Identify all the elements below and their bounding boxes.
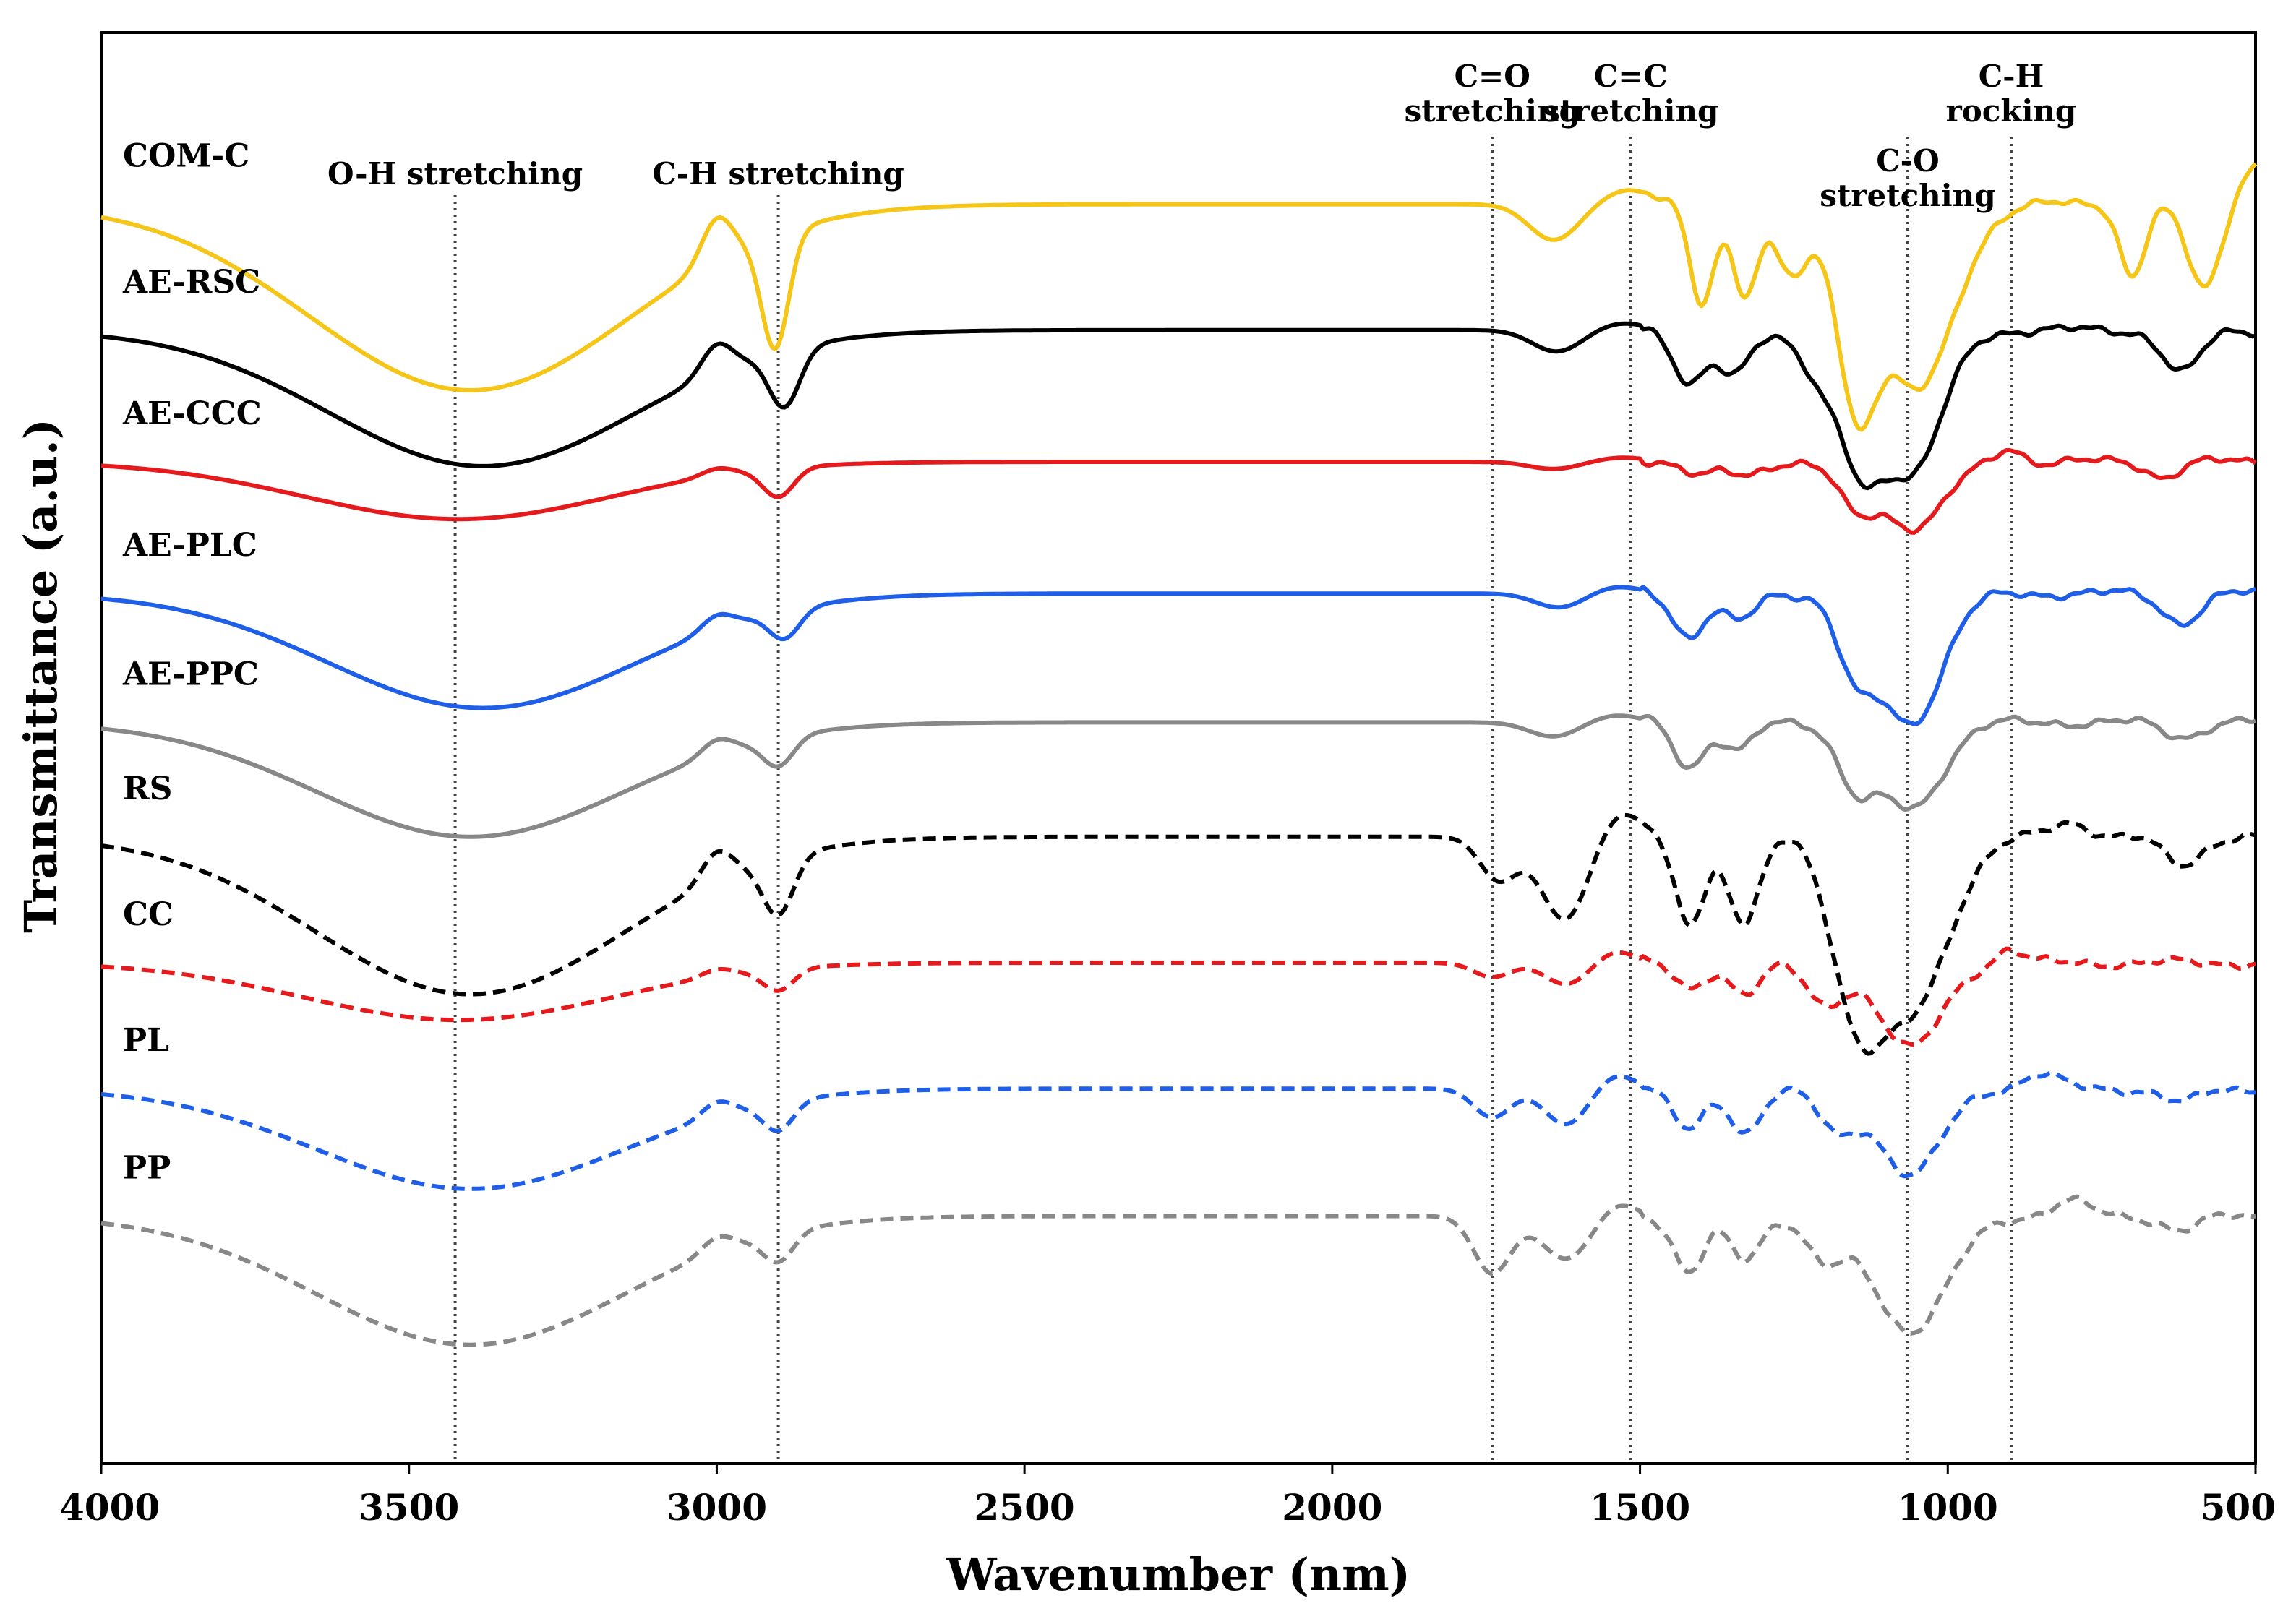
- series-lines: [100, 162, 2258, 1347]
- x-tick-label-500: 500: [2201, 1486, 2276, 1529]
- series-label-ae-rsc: AE-RSC: [122, 264, 260, 301]
- y-axis-title: Transmittance (a.u.): [14, 418, 67, 933]
- x-tick-label-1000: 1000: [1898, 1486, 1998, 1529]
- series-labels: COM-C AE-RSC AE-CCC AE-PLC AE-PPC RS CC PL PP: [122, 138, 262, 1187]
- annotation-label-4-0: C-O: [1876, 143, 1939, 179]
- x-tick-label-2000: 2000: [1282, 1486, 1382, 1529]
- series-label-rs: RS: [123, 770, 172, 807]
- annotation-labels: O-H stretching C-H stretchingC=Ostretchin…: [327, 59, 2076, 213]
- annotation-label-5-0: C-H: [1979, 59, 2044, 94]
- series-line-ae-ppc: [100, 713, 2256, 839]
- annotation-label-0-0: O-H stretching: [327, 156, 583, 192]
- annotation-label-2-1: stretching: [1405, 93, 1580, 129]
- series-line-rs: [100, 812, 2256, 1056]
- series-line-ae-plc: [100, 585, 2256, 726]
- annotation-label-2-0: C=O: [1455, 59, 1530, 94]
- series-label-ae-ccc: AE-CCC: [122, 395, 262, 432]
- annotation-label-4-1: stretching: [1820, 178, 1995, 213]
- x-tick-label-1500: 1500: [1590, 1486, 1690, 1529]
- annotation-label-3-0: C=C: [1594, 59, 1668, 94]
- x-tick-label-3000: 3000: [667, 1486, 767, 1529]
- series-line-cc: [100, 946, 2256, 1047]
- series-line-com-c: [100, 162, 2258, 432]
- series-line-pp: [100, 1194, 2256, 1347]
- plot-frame: [100, 31, 2257, 1465]
- annotation-label-5-1: rocking: [1946, 93, 2077, 129]
- series-label-pp: PP: [123, 1149, 171, 1186]
- x-axis-title: Wavenumber (nm): [946, 1548, 1410, 1601]
- series-line-ae-ccc: [100, 447, 2257, 535]
- series-line-pl: [100, 1070, 2256, 1191]
- x-tick-label-3500: 3500: [359, 1486, 459, 1529]
- series-label-cc: CC: [123, 896, 174, 933]
- series-label-ae-plc: AE-PLC: [122, 527, 257, 564]
- series-line-ae-rsc: [100, 321, 2256, 491]
- x-tick-label-2500: 2500: [974, 1486, 1075, 1529]
- series-label-ae-ppc: AE-PPC: [122, 656, 259, 692]
- x-tick-label-4000: 4000: [59, 1486, 160, 1529]
- x-axis-ticks: 4000 3500 3000 2500 2000 1500 1000 500: [59, 1464, 2276, 1529]
- series-label-com-c: COM-C: [123, 138, 249, 175]
- series-label-pl: PL: [123, 1022, 169, 1059]
- annotation-label-1-0: C-H stretching: [652, 156, 904, 192]
- annotation-label-3-1: stretching: [1543, 93, 1718, 129]
